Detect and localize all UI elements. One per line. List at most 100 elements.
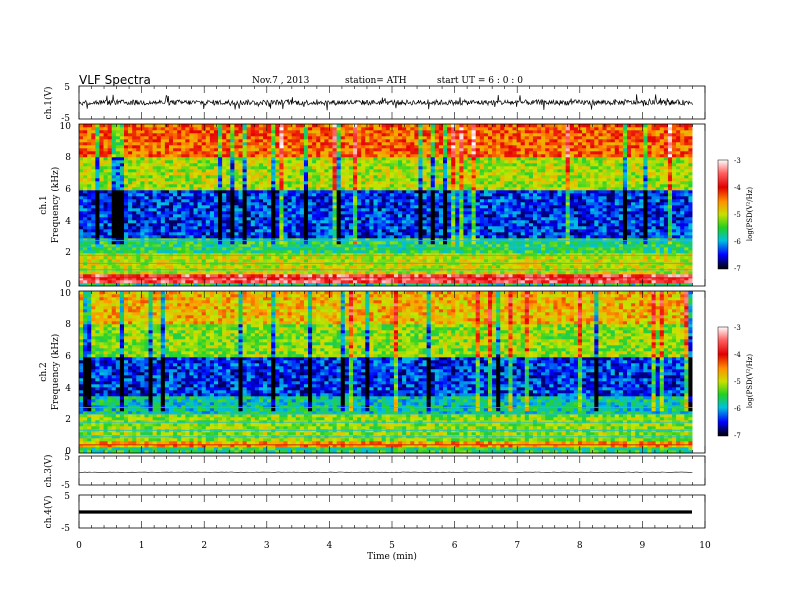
spectrogram-cell [377,226,382,230]
spectrogram-cell [295,250,301,254]
spectrogram-cell [398,205,403,209]
spectrogram-cell [430,247,436,251]
spectrogram-cell [434,199,440,203]
spectrogram-cell [398,280,403,284]
spectrogram-cell [152,160,158,164]
spectrogram-cell [430,232,436,236]
spectrogram-cell [197,223,202,227]
spectrogram-cell [422,217,427,221]
spectrogram-cell [344,211,350,215]
spectrogram-cell [344,127,350,131]
spectrogram-cell [353,127,358,131]
spectrogram-cell [205,229,211,233]
spectrogram-cell [443,169,448,173]
spectrogram-cell [246,226,252,230]
spectrogram-cell [185,226,190,230]
spectrogram-cell [291,247,297,251]
spectrogram-cell [357,244,362,248]
spectrogram-cell [344,247,350,251]
spectrogram-cell [238,190,243,194]
spectrogram-cell [189,193,194,197]
spectrogram-cell [148,235,153,239]
spectrogram-cell [332,136,337,140]
spectrogram-cell [430,175,436,179]
spectrogram-cell [242,211,247,215]
spectrogram-cell [303,172,309,176]
spectrogram-cell [254,187,260,191]
spectrogram-cell [144,232,149,236]
spectrogram-cell [353,250,358,254]
spectrogram-cell [99,142,104,146]
spectrogram-cell [193,229,198,233]
spectrogram-cell [320,130,325,134]
spectrogram-cell [83,250,88,254]
spectrogram-cell [418,235,423,239]
spectrogram-cell [312,133,317,137]
spectrogram-cell [201,178,207,182]
spectrogram-cell [115,163,121,167]
spectrogram-cell [91,193,96,197]
spectrogram-cell [185,205,190,209]
spectrogram-cell [275,154,280,158]
spectrogram-cell [254,271,260,275]
spectrogram-cell [320,124,325,128]
spectrogram-cell [328,235,333,239]
spectrogram-cell [385,274,391,278]
spectrogram-cell [144,259,149,263]
spectrogram-cell [447,205,452,209]
spectrogram-cell [393,214,399,218]
spectrogram-cell [128,133,133,137]
spectrogram-cell [377,259,382,263]
spectrogram-cell [365,244,370,248]
spectrogram-cell [283,172,288,176]
spectrogram-cell [430,277,436,281]
spectrogram-cell [156,241,162,245]
spectrogram-cell [242,283,247,287]
spectrogram-cell [267,235,272,239]
spectrogram-cell [271,178,276,182]
spectrogram-cell [140,166,145,170]
spectrogram-cell [152,244,158,248]
spectrogram-cell [160,127,166,131]
spectrogram-cell [373,244,378,248]
spectrogram-cell [193,250,198,254]
spectrogram-cell [107,166,113,170]
spectrogram-cell [119,160,125,164]
spectrogram-cell [156,169,162,173]
spectrogram-cell [271,235,276,239]
spectrogram-cell [336,244,342,248]
spectrogram-cell [348,142,354,146]
spectrogram-cell [160,244,166,248]
spectrogram-cell [246,208,252,212]
spectrogram-cell [377,190,382,194]
spectrogram-cell [414,238,419,242]
spectrogram-cell [205,178,211,182]
spectrogram-cell [213,244,219,248]
spectrogram-cell [402,136,407,140]
spectrogram-cell [312,256,317,260]
spectrogram-cell [168,259,174,263]
spectrogram-cell [205,211,211,215]
spectrogram-cell [181,223,186,227]
spectrogram-cell [283,163,288,167]
spectrogram-cell [140,232,145,236]
spectrogram-cell [434,181,440,185]
spectrogram-cell [348,172,354,176]
spectrogram-cell [230,250,235,254]
spectrogram-cell [119,124,125,128]
spectrogram-cell [283,253,288,257]
spectrogram-cell [103,271,108,275]
spectrogram-cell [181,208,186,212]
spectrogram-cell [222,175,227,179]
spectrogram-cell [385,136,391,140]
spectrogram-cell [312,217,317,221]
spectrogram-cell [389,229,395,233]
spectrogram-cell [168,208,174,212]
spectrogram-cell [254,127,260,131]
spectrogram-cell [369,250,374,254]
spectrogram-cell [434,184,440,188]
spectrogram-cell [160,211,166,215]
spectrogram-cell [160,238,166,242]
spectrogram-cell [250,211,256,215]
spectrogram-cell [361,217,366,221]
